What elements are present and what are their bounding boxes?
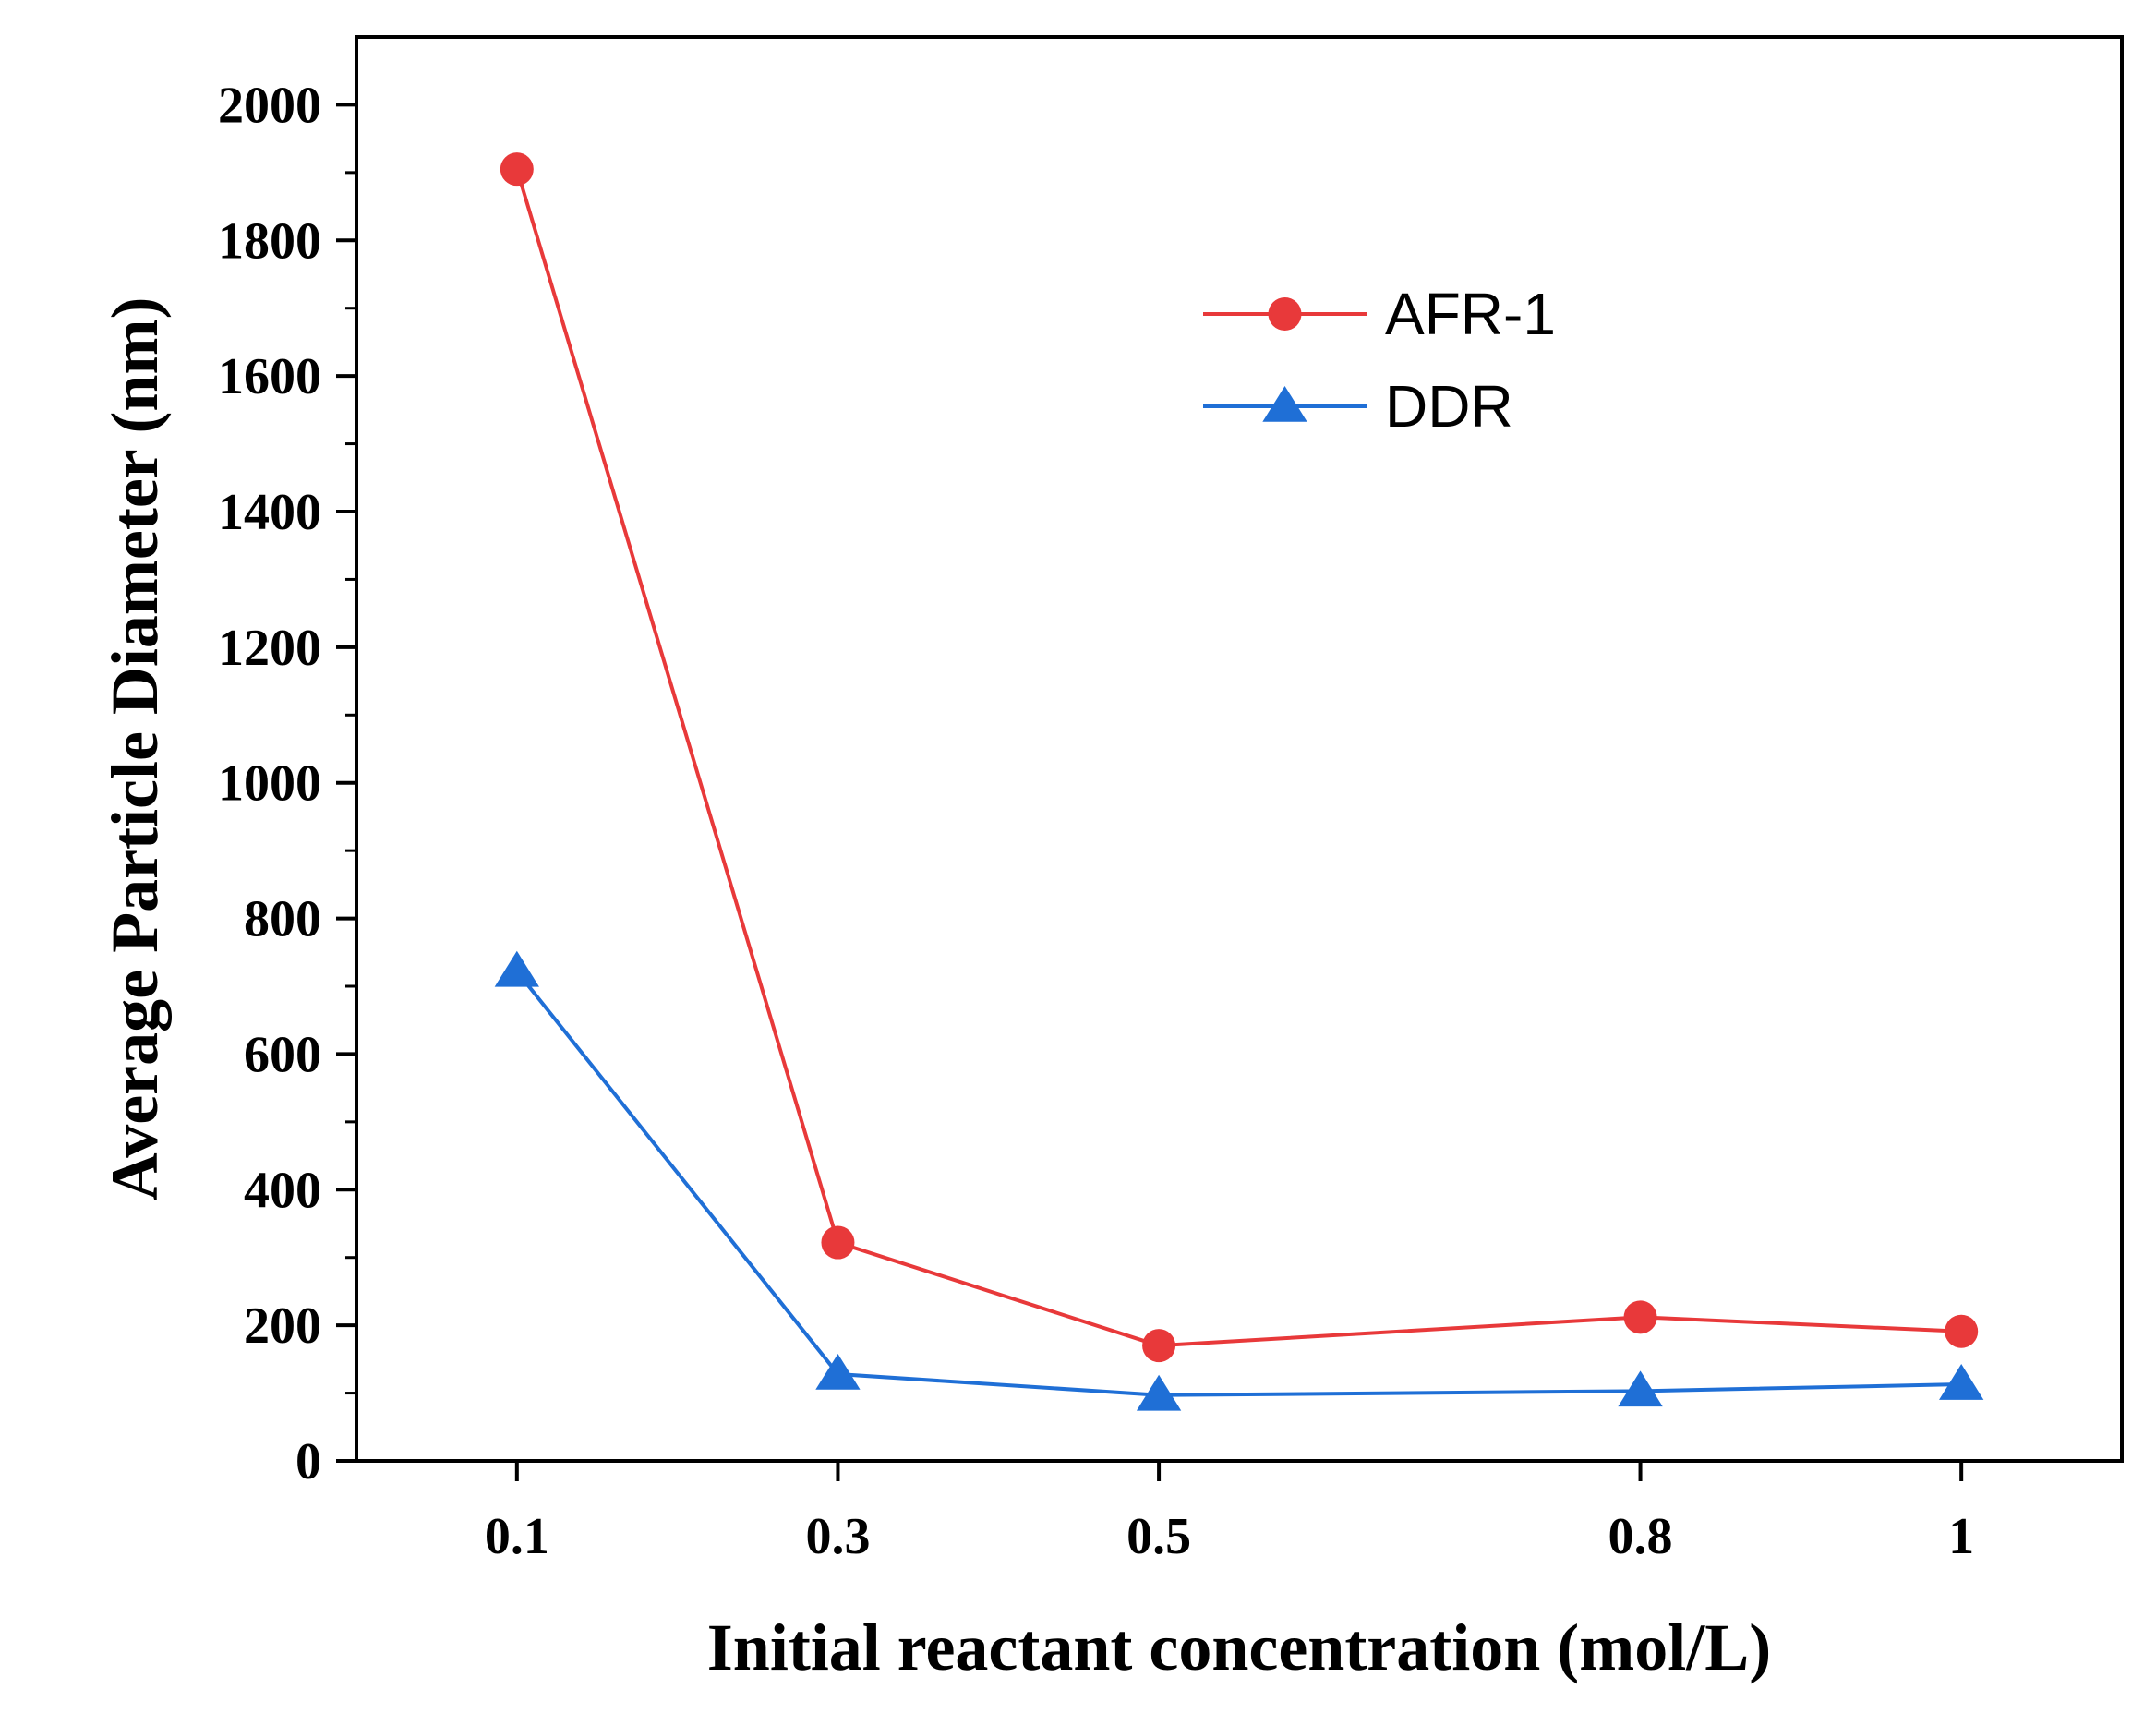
- x-tick-label: 1: [1948, 1508, 1974, 1565]
- x-tick-label: 0.5: [1126, 1508, 1191, 1565]
- x-axis-title: Initial reactant concentration (mol/L): [707, 1610, 1772, 1684]
- data-point-ddr: [1136, 1374, 1182, 1411]
- x-tick-label: 0.8: [1608, 1508, 1673, 1565]
- plot-frame: [355, 35, 2124, 1463]
- data-point-afr-1: [1142, 1329, 1176, 1363]
- x-tick-label: 0.1: [485, 1508, 549, 1565]
- y-tick-label: 600: [244, 1026, 321, 1083]
- y-tick-label: 2000: [218, 77, 321, 134]
- data-point-ddr: [815, 1353, 861, 1390]
- legend: AFR-1 DDR: [1203, 281, 1556, 440]
- data-point-afr-1: [821, 1225, 855, 1260]
- data-point-afr-1: [1623, 1300, 1657, 1334]
- x-tick-label: 0.3: [805, 1508, 870, 1565]
- y-tick-label: 1600: [218, 348, 321, 405]
- y-tick-label: 1800: [218, 212, 321, 270]
- data-point-ddr: [494, 950, 539, 987]
- y-axis: 0 200 400 600 800 1000 1200 1400 1600 1800 2000: [218, 77, 356, 1490]
- y-tick-label: 1200: [218, 620, 321, 677]
- y-axis-title: Average Particle Diameter (nm): [98, 297, 172, 1201]
- series-line-afr-1: [514, 168, 1962, 1348]
- data-point-afr-1: [500, 152, 534, 187]
- legend-label-ddr: DDR: [1385, 373, 1513, 440]
- y-tick-label: 0: [295, 1433, 321, 1490]
- legend-label-afr-1: AFR-1: [1385, 281, 1556, 347]
- legend-marker-afr-1: [1268, 297, 1302, 331]
- data-point-afr-1: [1945, 1314, 1979, 1348]
- data-point-ddr: [1939, 1363, 1984, 1400]
- y-tick-label: 1400: [218, 484, 321, 541]
- x-axis: 0.1 0.3 0.5 0.8 1: [485, 1461, 1974, 1565]
- series-line-ddr: [515, 970, 1962, 1397]
- data-point-ddr: [1618, 1370, 1663, 1407]
- y-tick-label: 200: [244, 1297, 321, 1355]
- y-tick-label: 800: [244, 891, 321, 948]
- legend-marker-ddr: [1262, 385, 1307, 422]
- y-tick-label: 400: [244, 1162, 321, 1219]
- series-layer: [494, 152, 1984, 1411]
- y-tick-label: 1000: [218, 755, 321, 813]
